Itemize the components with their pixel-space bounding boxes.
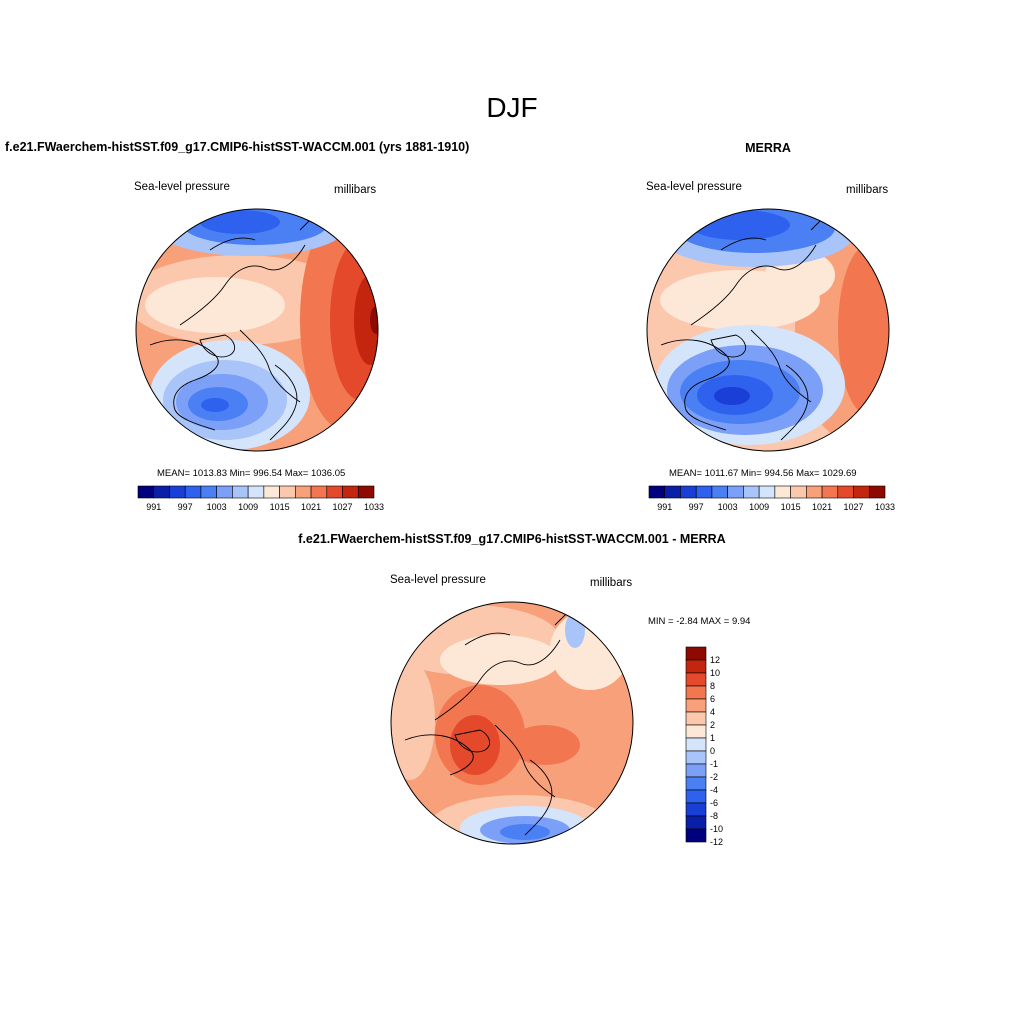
colorbar-box — [310, 485, 328, 499]
colorbar-box — [184, 485, 202, 499]
colorbar-tick-label: 10 — [710, 668, 720, 678]
panel-1-map — [136, 209, 378, 451]
colorbar-tick-label: 1 — [710, 733, 715, 743]
colorbar-box — [758, 485, 776, 499]
colorbar-box — [263, 485, 280, 499]
colorbar-box — [685, 659, 707, 674]
panel-1-stats: MEAN= 1013.83 Min= 996.54 Max= 1036.05 — [157, 468, 346, 479]
colorbar-box — [137, 485, 155, 499]
colorbar-box — [169, 485, 186, 499]
colorbar-box — [216, 485, 233, 499]
colorbar-tick-label: 991 — [657, 502, 672, 512]
panel-2-map — [647, 209, 889, 451]
panel-3-units: millibars — [590, 577, 633, 589]
colorbar-box — [685, 789, 707, 804]
colorbar-tick-label: 991 — [146, 502, 161, 512]
colorbar-tick-label: -10 — [710, 824, 723, 834]
colorbar-tick-label: 6 — [710, 694, 715, 704]
colorbar-box — [357, 485, 375, 499]
colorbar-tick-label: -6 — [710, 798, 718, 808]
colorbar-box — [664, 485, 681, 499]
panel-1-colorbar: 991 997 1003 1009 1015 1021 1027 1033 — [137, 485, 384, 512]
panel-3-variable: Sea-level pressure — [390, 574, 486, 586]
colorbar-box — [853, 485, 870, 499]
colorbar-box — [743, 485, 760, 499]
panel-2-map-border — [646, 208, 890, 452]
colorbar-tick-label: 4 — [710, 707, 715, 717]
colorbar-box — [837, 485, 854, 499]
colorbar-tick-label: 1003 — [718, 502, 738, 512]
colorbar-tick-label: 1003 — [207, 502, 227, 512]
colorbar-box — [685, 737, 707, 752]
colorbar-box — [648, 485, 666, 499]
colorbar-box — [326, 485, 343, 499]
colorbar-box — [279, 485, 296, 499]
panel-3-map-border — [390, 601, 634, 845]
colorbar-tick-label: 1033 — [364, 502, 384, 512]
colorbar-box — [200, 485, 217, 499]
colorbar-tick-label: 0 — [710, 746, 715, 756]
figure-title: DJF — [486, 92, 538, 123]
panel-1-map-border — [135, 208, 379, 452]
colorbar-tick-label: -12 — [710, 837, 723, 847]
colorbar-tick-label: 1033 — [875, 502, 895, 512]
colorbar-box — [295, 485, 312, 499]
panel-2-variable: Sea-level pressure — [646, 181, 742, 193]
colorbar-tick-label: -4 — [710, 785, 718, 795]
colorbar-tick-label: 1021 — [301, 502, 321, 512]
colorbar-box — [711, 485, 728, 499]
colorbar-tick-label: 1021 — [812, 502, 832, 512]
colorbar-box — [774, 485, 791, 499]
colorbar-box — [727, 485, 744, 499]
colorbar-tick-label: 2 — [710, 720, 715, 730]
colorbar-tick-label: 997 — [689, 502, 704, 512]
colorbar-box — [806, 485, 823, 499]
colorbar-box — [232, 485, 249, 499]
panel-1-heading: f.e21.FWaerchem-histSST.f09_g17.CMIP6-hi… — [5, 140, 470, 154]
panel-2-colorbar: 991 997 1003 1009 1015 1021 1027 1033 — [648, 485, 895, 512]
colorbar-tick-label: 1015 — [270, 502, 290, 512]
colorbar-tick-label: 1015 — [781, 502, 801, 512]
colorbar-tick-label: 997 — [178, 502, 193, 512]
colorbar-tick-label: 12 — [710, 655, 720, 665]
colorbar-box — [685, 763, 707, 778]
panel-2-stats: MEAN= 1011.67 Min= 994.56 Max= 1029.69 — [669, 468, 857, 479]
colorbar-tick-label: -2 — [710, 772, 718, 782]
colorbar-box — [790, 485, 807, 499]
panel-1-units: millibars — [334, 184, 377, 196]
colorbar-tick-label: 1027 — [333, 502, 353, 512]
colorbar-box — [153, 485, 170, 499]
colorbar-box — [685, 672, 707, 687]
colorbar-box — [685, 828, 707, 843]
colorbar-box — [685, 776, 707, 791]
colorbar-box — [685, 802, 707, 817]
colorbar-box — [685, 750, 707, 765]
colorbar-box — [342, 485, 359, 499]
colorbar-box — [821, 485, 839, 499]
colorbar-tick-label: 1009 — [749, 502, 769, 512]
colorbar-box — [685, 815, 707, 830]
panel-3-map — [391, 602, 633, 844]
colorbar-tick-label: 8 — [710, 681, 715, 691]
colorbar-tick-label: 1027 — [844, 502, 864, 512]
panel-2-heading: MERRA — [745, 141, 791, 155]
panel-3-heading: f.e21.FWaerchem-histSST.f09_g17.CMIP6-hi… — [298, 532, 726, 546]
colorbar-box — [868, 485, 886, 499]
colorbar-tick-label: 1009 — [238, 502, 258, 512]
colorbar-tick-label: -8 — [710, 811, 718, 821]
colorbar-box — [685, 711, 707, 726]
colorbar-box — [685, 685, 707, 700]
panel-1-variable: Sea-level pressure — [134, 181, 230, 193]
colorbar-box — [695, 485, 713, 499]
panel-3-minmax: MIN = -2.84 MAX = 9.94 — [648, 616, 751, 627]
colorbar-box — [685, 646, 707, 661]
colorbar-box — [685, 724, 707, 739]
colorbar-box — [685, 698, 707, 713]
colorbar-tick-label: -1 — [710, 759, 718, 769]
colorbar-box — [680, 485, 697, 499]
panel-2-units: millibars — [846, 184, 889, 196]
colorbar-box — [247, 485, 265, 499]
